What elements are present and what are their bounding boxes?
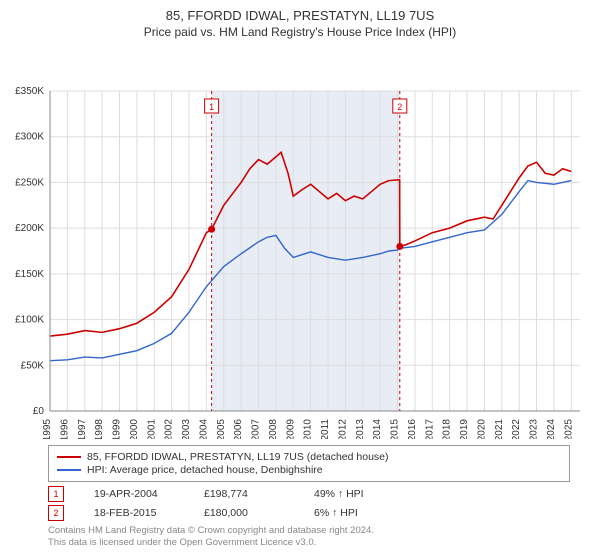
svg-text:1998: 1998 bbox=[94, 419, 105, 439]
sale-delta-2: 6% ↑ HPI bbox=[314, 507, 394, 519]
svg-text:2018: 2018 bbox=[442, 419, 453, 439]
svg-text:2025: 2025 bbox=[563, 419, 574, 439]
svg-text:1995: 1995 bbox=[42, 419, 53, 439]
sale-row-1: 1 19-APR-2004 £198,774 49% ↑ HPI bbox=[48, 486, 570, 502]
svg-text:2001: 2001 bbox=[146, 419, 157, 439]
footer-line2: This data is licensed under the Open Gov… bbox=[48, 537, 570, 549]
sale-marker-1: 1 bbox=[48, 486, 64, 502]
svg-text:2020: 2020 bbox=[476, 419, 487, 439]
title-address: 85, FFORDD IDWAL, PRESTATYN, LL19 7US bbox=[0, 8, 600, 23]
svg-text:2021: 2021 bbox=[494, 419, 505, 439]
svg-text:1996: 1996 bbox=[59, 419, 70, 439]
legend-label-property: 85, FFORDD IDWAL, PRESTATYN, LL19 7US (d… bbox=[87, 451, 389, 463]
svg-text:1999: 1999 bbox=[112, 419, 123, 439]
svg-text:2009: 2009 bbox=[285, 419, 296, 439]
svg-text:2022: 2022 bbox=[511, 419, 522, 439]
svg-text:2013: 2013 bbox=[355, 419, 366, 439]
sale-price-2: £180,000 bbox=[204, 507, 284, 519]
svg-text:2010: 2010 bbox=[303, 419, 314, 439]
svg-text:£150K: £150K bbox=[15, 269, 44, 280]
svg-text:2003: 2003 bbox=[181, 419, 192, 439]
svg-text:2: 2 bbox=[397, 102, 402, 112]
svg-text:£300K: £300K bbox=[15, 132, 44, 143]
legend-swatch-property bbox=[57, 456, 81, 458]
sale-row-2: 2 18-FEB-2015 £180,000 6% ↑ HPI bbox=[48, 505, 570, 521]
sale-date-1: 19-APR-2004 bbox=[94, 488, 174, 500]
svg-text:2004: 2004 bbox=[198, 419, 209, 439]
chart-titles: 85, FFORDD IDWAL, PRESTATYN, LL19 7US Pr… bbox=[0, 0, 600, 39]
svg-text:2019: 2019 bbox=[459, 419, 470, 439]
svg-text:2012: 2012 bbox=[337, 419, 348, 439]
svg-text:£100K: £100K bbox=[15, 315, 44, 326]
legend-row-property: 85, FFORDD IDWAL, PRESTATYN, LL19 7US (d… bbox=[57, 451, 561, 463]
svg-text:2002: 2002 bbox=[164, 419, 175, 439]
price-chart: £0 £50K £100K £150K £200K £250K £300K £350K 1995… bbox=[0, 39, 600, 439]
sale-marker-2: 2 bbox=[48, 505, 64, 521]
svg-text:1997: 1997 bbox=[77, 419, 88, 439]
attribution: Contains HM Land Registry data © Crown c… bbox=[48, 525, 570, 550]
svg-text:2011: 2011 bbox=[320, 419, 331, 439]
legend-row-hpi: HPI: Average price, detached house, Denb… bbox=[57, 464, 561, 476]
svg-text:2017: 2017 bbox=[424, 419, 435, 439]
svg-text:£250K: £250K bbox=[15, 177, 44, 188]
svg-text:2008: 2008 bbox=[268, 419, 279, 439]
legend-label-hpi: HPI: Average price, detached house, Denb… bbox=[87, 464, 323, 476]
sales-table: 1 19-APR-2004 £198,774 49% ↑ HPI 2 18-FE… bbox=[48, 486, 570, 521]
svg-text:1: 1 bbox=[209, 102, 214, 112]
svg-text:2015: 2015 bbox=[390, 419, 401, 439]
svg-text:£200K: £200K bbox=[15, 223, 44, 234]
svg-text:2024: 2024 bbox=[546, 419, 557, 439]
svg-text:£50K: £50K bbox=[21, 360, 45, 371]
svg-text:2016: 2016 bbox=[407, 419, 418, 439]
sale-delta-1: 49% ↑ HPI bbox=[314, 488, 394, 500]
svg-text:2000: 2000 bbox=[129, 419, 140, 439]
svg-text:2023: 2023 bbox=[529, 419, 540, 439]
svg-text:£350K: £350K bbox=[15, 86, 44, 97]
sale-date-2: 18-FEB-2015 bbox=[94, 507, 174, 519]
legend: 85, FFORDD IDWAL, PRESTATYN, LL19 7US (d… bbox=[48, 445, 570, 482]
chart-container: 85, FFORDD IDWAL, PRESTATYN, LL19 7US Pr… bbox=[0, 0, 600, 550]
svg-text:2007: 2007 bbox=[251, 419, 262, 439]
svg-text:2014: 2014 bbox=[372, 419, 383, 439]
svg-text:£0: £0 bbox=[33, 406, 45, 417]
legend-swatch-hpi bbox=[57, 469, 81, 471]
svg-text:2005: 2005 bbox=[216, 419, 227, 439]
sale-price-1: £198,774 bbox=[204, 488, 284, 500]
footer-line1: Contains HM Land Registry data © Crown c… bbox=[48, 525, 570, 537]
svg-text:2006: 2006 bbox=[233, 419, 244, 439]
title-subtitle: Price paid vs. HM Land Registry's House … bbox=[0, 25, 600, 39]
